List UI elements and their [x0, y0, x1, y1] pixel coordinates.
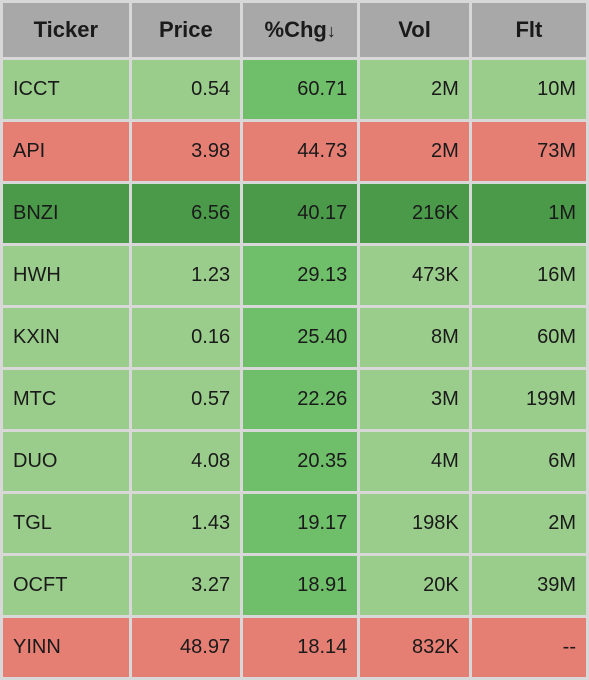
- cell-flt: 10M: [472, 60, 586, 119]
- table-row[interactable]: TGL1.4319.17198K2M: [3, 494, 586, 553]
- cell-vol: 4M: [360, 432, 468, 491]
- cell-ticker: BNZI: [3, 184, 129, 243]
- cell-price: 48.97: [132, 618, 240, 677]
- col-header-label: Price: [159, 17, 213, 42]
- cell-price: 0.54: [132, 60, 240, 119]
- cell-flt: 6M: [472, 432, 586, 491]
- col-header-ticker[interactable]: Ticker: [3, 3, 129, 57]
- cell-ticker: ICCT: [3, 60, 129, 119]
- cell-ticker: OCFT: [3, 556, 129, 615]
- cell-vol: 2M: [360, 122, 468, 181]
- cell-ticker: API: [3, 122, 129, 181]
- col-header-flt[interactable]: Flt: [472, 3, 586, 57]
- cell-flt: 16M: [472, 246, 586, 305]
- table-row[interactable]: API3.9844.732M73M: [3, 122, 586, 181]
- cell-price: 3.98: [132, 122, 240, 181]
- cell-ticker: MTC: [3, 370, 129, 429]
- cell-chg: 18.14: [243, 618, 357, 677]
- cell-flt: 73M: [472, 122, 586, 181]
- cell-chg: 25.40: [243, 308, 357, 367]
- cell-vol: 3M: [360, 370, 468, 429]
- table-body: ICCT0.5460.712M10MAPI3.9844.732M73MBNZI6…: [3, 60, 586, 677]
- table-row[interactable]: KXIN0.1625.408M60M: [3, 308, 586, 367]
- table-head: Ticker Price %Chg↓ Vol Flt: [3, 3, 586, 57]
- cell-flt: 199M: [472, 370, 586, 429]
- cell-chg: 29.13: [243, 246, 357, 305]
- col-header-%chg[interactable]: %Chg↓: [243, 3, 357, 57]
- cell-ticker: HWH: [3, 246, 129, 305]
- cell-chg: 20.35: [243, 432, 357, 491]
- cell-vol: 2M: [360, 60, 468, 119]
- table-row[interactable]: MTC0.5722.263M199M: [3, 370, 586, 429]
- cell-chg: 60.71: [243, 60, 357, 119]
- cell-ticker: KXIN: [3, 308, 129, 367]
- col-header-label: %Chg: [265, 17, 327, 42]
- cell-price: 4.08: [132, 432, 240, 491]
- cell-chg: 19.17: [243, 494, 357, 553]
- cell-ticker: TGL: [3, 494, 129, 553]
- stock-table: TickerPrice%Chg↓VolFlt ICCT0.5460.712M10…: [0, 0, 589, 680]
- cell-price: 0.16: [132, 308, 240, 367]
- cell-flt: --: [472, 618, 586, 677]
- col-header-label: Vol: [398, 17, 431, 42]
- cell-price: 6.56: [132, 184, 240, 243]
- table-row[interactable]: YINN48.9718.14832K--: [3, 618, 586, 677]
- cell-flt: 39M: [472, 556, 586, 615]
- sort-desc-icon: ↓: [327, 21, 336, 41]
- cell-flt: 1M: [472, 184, 586, 243]
- table-row[interactable]: OCFT3.2718.9120K39M: [3, 556, 586, 615]
- cell-ticker: DUO: [3, 432, 129, 491]
- cell-vol: 20K: [360, 556, 468, 615]
- cell-vol: 8M: [360, 308, 468, 367]
- col-header-price[interactable]: Price: [132, 3, 240, 57]
- header-row: Ticker Price %Chg↓ Vol Flt: [3, 3, 586, 57]
- cell-vol: 198K: [360, 494, 468, 553]
- cell-flt: 2M: [472, 494, 586, 553]
- cell-price: 0.57: [132, 370, 240, 429]
- cell-price: 1.43: [132, 494, 240, 553]
- table-row[interactable]: ICCT0.5460.712M10M: [3, 60, 586, 119]
- cell-ticker: YINN: [3, 618, 129, 677]
- cell-vol: 473K: [360, 246, 468, 305]
- table-row[interactable]: HWH1.2329.13473K16M: [3, 246, 586, 305]
- cell-chg: 18.91: [243, 556, 357, 615]
- cell-price: 3.27: [132, 556, 240, 615]
- cell-vol: 216K: [360, 184, 468, 243]
- table-row[interactable]: BNZI6.5640.17216K1M: [3, 184, 586, 243]
- cell-price: 1.23: [132, 246, 240, 305]
- cell-chg: 44.73: [243, 122, 357, 181]
- col-header-vol[interactable]: Vol: [360, 3, 468, 57]
- cell-chg: 22.26: [243, 370, 357, 429]
- col-header-label: Ticker: [34, 17, 98, 42]
- col-header-label: Flt: [515, 17, 542, 42]
- cell-vol: 832K: [360, 618, 468, 677]
- cell-chg: 40.17: [243, 184, 357, 243]
- table-row[interactable]: DUO4.0820.354M6M: [3, 432, 586, 491]
- cell-flt: 60M: [472, 308, 586, 367]
